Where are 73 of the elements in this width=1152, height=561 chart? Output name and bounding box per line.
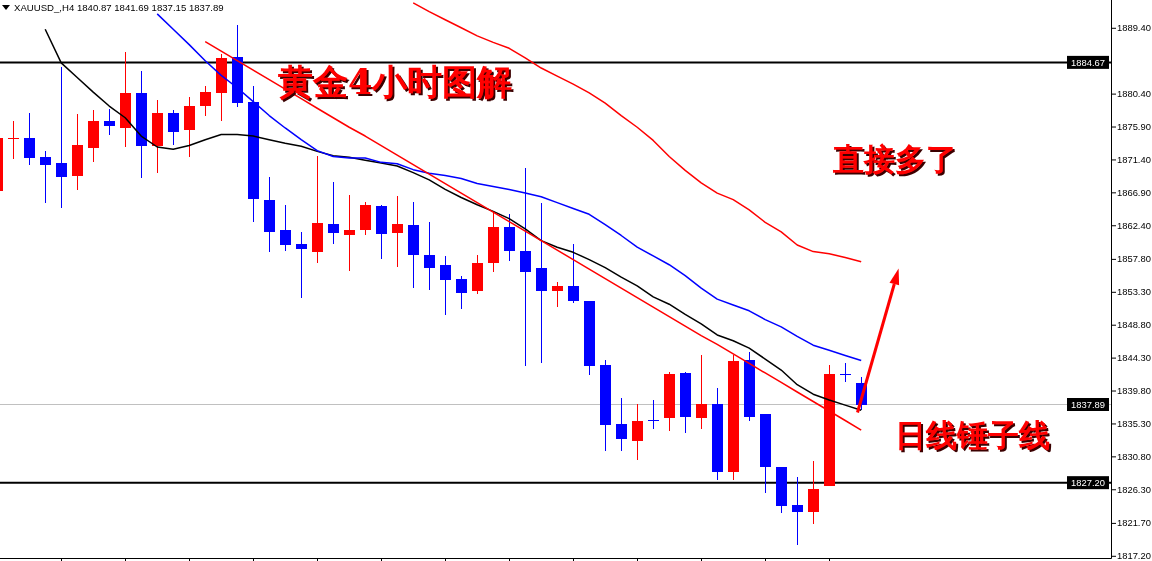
candlestick	[392, 195, 403, 267]
candlestick	[808, 460, 819, 524]
candlestick	[760, 413, 771, 493]
candlestick	[200, 86, 211, 116]
candlestick	[40, 150, 51, 203]
candlestick	[120, 51, 131, 147]
candlestick	[776, 467, 787, 513]
candlestick	[712, 388, 723, 480]
candlestick	[488, 210, 499, 273]
candlestick	[248, 85, 259, 223]
y-tick-label: 1839.80	[1117, 385, 1151, 397]
candlestick	[24, 112, 35, 165]
text: 日线锤子线	[895, 417, 1050, 453]
ref-line-label: 1837.89	[1071, 399, 1105, 410]
candlestick	[280, 204, 291, 251]
ref-line-label: 1884.67	[1071, 56, 1105, 68]
candlestick	[664, 371, 675, 431]
candlestick	[328, 182, 339, 244]
candlestick	[360, 201, 371, 236]
y-tick-label: 1817.20	[1117, 550, 1151, 561]
candlestick	[744, 351, 755, 421]
candlestick	[184, 96, 195, 158]
candlestick	[504, 214, 515, 262]
candlestick	[216, 54, 227, 122]
ref-line-label: 1827.20	[1071, 477, 1105, 489]
candlestick	[456, 276, 467, 309]
candlestick	[376, 204, 387, 259]
candlestick	[168, 109, 179, 145]
candlestick	[72, 114, 83, 191]
chart-subtitle: XAUUSD_,H4 1840.87 1841.69 1837.15 1837.89	[14, 2, 224, 13]
y-tick-label: 1848.80	[1117, 319, 1151, 331]
candlestick	[264, 176, 275, 253]
candlestick	[616, 397, 627, 452]
candlestick	[424, 222, 435, 291]
y-tick-label: 1821.70	[1117, 517, 1151, 529]
annotation: 直接多了	[832, 141, 957, 177]
y-tick-label: 1871.40	[1117, 153, 1151, 165]
y-tick-label: 1857.80	[1117, 253, 1151, 265]
candlestick	[232, 24, 243, 107]
y-tick-label: 1889.40	[1117, 22, 1151, 34]
candlestick	[568, 243, 579, 303]
y-tick-label: 1866.90	[1117, 186, 1151, 198]
candlestick	[680, 372, 691, 433]
candlestick	[296, 231, 307, 299]
candlestick	[56, 67, 67, 209]
candlestick	[792, 476, 803, 545]
candlestick	[536, 203, 547, 363]
candlestick	[312, 155, 323, 263]
candlestick	[136, 70, 147, 179]
y-tick-label: 1862.40	[1117, 219, 1151, 231]
y-tick-label: 1853.30	[1117, 286, 1151, 298]
text: 黄金4小时图解	[278, 61, 513, 102]
y-tick-label: 1880.40	[1117, 88, 1151, 100]
candlestick	[152, 100, 163, 173]
candlestick	[104, 108, 115, 136]
candlestick	[696, 354, 707, 429]
candlestick	[440, 255, 451, 316]
candlestick	[648, 400, 659, 429]
candlestick	[600, 359, 611, 452]
candlestick	[472, 254, 483, 294]
candlestick	[408, 201, 419, 289]
candlestick	[552, 281, 563, 308]
candlestick	[88, 109, 99, 163]
candlestick	[584, 301, 595, 376]
y-tick-label: 1835.30	[1117, 417, 1151, 429]
y-tick-label: 1875.90	[1117, 121, 1151, 133]
y-tick-label: 1826.30	[1117, 483, 1151, 495]
candlestick	[344, 194, 355, 272]
y-tick-label: 1844.30	[1117, 352, 1151, 364]
candlestick	[8, 120, 19, 160]
candlestick	[840, 363, 851, 383]
y-tick-label: 1830.80	[1117, 450, 1151, 462]
candlestick	[632, 404, 643, 460]
